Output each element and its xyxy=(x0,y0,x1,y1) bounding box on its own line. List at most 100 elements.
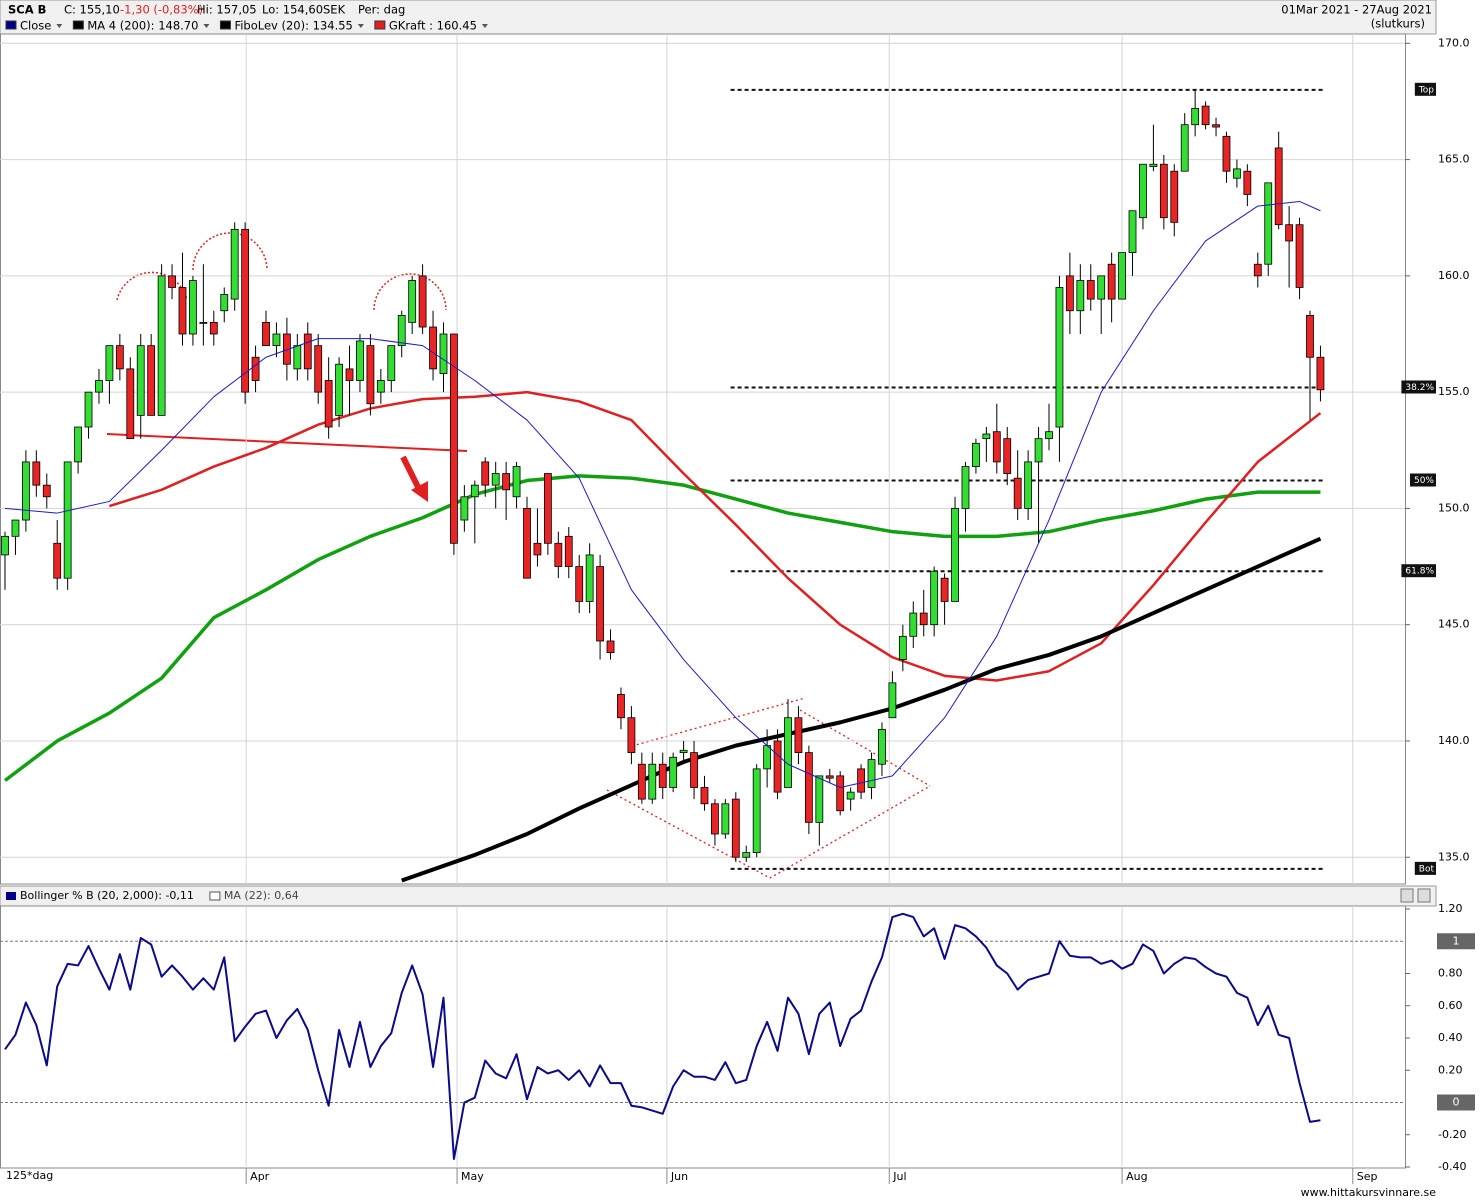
low: Lo: 154,60 xyxy=(262,3,323,17)
x-tick-label: Apr xyxy=(250,1170,270,1183)
candle-body xyxy=(606,640,615,654)
candle-body xyxy=(940,577,949,602)
candle-body xyxy=(919,612,928,626)
candle-body xyxy=(178,287,187,335)
candle-body xyxy=(731,798,740,858)
candle-body xyxy=(690,752,698,788)
legend-swatch xyxy=(6,892,16,900)
candle-body xyxy=(627,717,636,754)
candle-body xyxy=(460,496,469,521)
candle-body xyxy=(366,345,375,405)
y-tick-label: 150.0 xyxy=(1438,501,1470,514)
legend-label: GKraft : 160.45 xyxy=(389,19,477,33)
candle-body xyxy=(439,333,448,374)
legend-swatch xyxy=(72,20,84,30)
fibo-tag: 38.2% xyxy=(1401,380,1436,394)
candle-body xyxy=(209,321,218,335)
candle-body xyxy=(794,717,803,754)
candle-body xyxy=(888,682,897,719)
bollinger-b-line xyxy=(4,912,1321,1160)
candle-body xyxy=(303,333,312,370)
candle-body xyxy=(1034,438,1043,463)
fibo-label: 61.8% xyxy=(1405,567,1434,577)
legend-label: FiboLev (20): 134.55 xyxy=(234,19,352,33)
candle-body xyxy=(470,484,479,498)
arc xyxy=(192,232,268,271)
candle-body xyxy=(711,803,719,835)
y-tick-label: 145.0 xyxy=(1438,618,1470,631)
symbol: SCA B xyxy=(8,3,46,17)
candle-body xyxy=(1139,163,1147,219)
candle-body xyxy=(1024,461,1033,509)
close: C: 155,10 xyxy=(64,3,120,17)
reference-label: 0 xyxy=(1453,1096,1460,1109)
candle-body xyxy=(972,442,980,467)
candle-body xyxy=(617,694,625,719)
moving-average xyxy=(401,536,1322,883)
candle-body xyxy=(637,763,646,800)
candle-body xyxy=(408,280,417,323)
close-icon[interactable] xyxy=(1417,888,1431,903)
candle-body xyxy=(502,473,511,491)
candle-body xyxy=(648,763,657,800)
legend-swatch xyxy=(5,20,17,30)
candle-body xyxy=(11,519,20,537)
y-tick-label: 140.0 xyxy=(1438,734,1470,747)
fibo-tag: Top xyxy=(1414,82,1436,96)
candle-body xyxy=(1201,105,1210,126)
candle-body xyxy=(189,280,197,335)
y-tick-label: 0.80 xyxy=(1438,967,1463,980)
candle-body xyxy=(481,461,490,486)
candle-body xyxy=(345,368,354,381)
candle-body xyxy=(32,461,41,486)
annotations xyxy=(106,232,931,879)
candle-body xyxy=(909,612,918,637)
fibo-tag: 61.8% xyxy=(1401,564,1436,578)
candle-body xyxy=(230,228,239,300)
candle-body xyxy=(982,433,991,440)
fibo-tag: 50% xyxy=(1409,473,1436,487)
candle-body xyxy=(658,763,667,788)
candle-body xyxy=(721,803,730,835)
y-tick-label: 155.0 xyxy=(1438,385,1470,398)
candle-body xyxy=(251,356,260,381)
candle-body xyxy=(241,228,250,393)
candle-body xyxy=(543,473,552,544)
candle-body xyxy=(1013,477,1022,509)
candle-body xyxy=(147,345,156,416)
wedge xyxy=(606,697,931,879)
candle-body xyxy=(898,635,907,660)
candle-body xyxy=(836,775,845,812)
candle-body xyxy=(293,345,302,370)
candle-body xyxy=(1212,124,1220,128)
candle-body xyxy=(314,345,323,393)
candle-body xyxy=(199,321,208,324)
legend: Close MA 4 (200): 148.70 FiboLev (20): 134… xyxy=(5,19,488,33)
candle-body xyxy=(763,745,772,770)
candle-body xyxy=(512,466,521,498)
legend-dropdown xyxy=(481,24,488,28)
legend-dropdown xyxy=(357,24,364,28)
settings-icon[interactable] xyxy=(1400,888,1414,903)
moving-average xyxy=(3,474,1321,782)
candle-body xyxy=(136,345,145,416)
legend-dropdown xyxy=(203,24,210,28)
reference-tag xyxy=(1437,1094,1475,1111)
candle-body xyxy=(1170,170,1179,223)
x-tick-label: Jul xyxy=(892,1170,906,1183)
y-tick-label: 0.60 xyxy=(1438,999,1463,1012)
candle-body xyxy=(961,466,970,509)
candle-body xyxy=(63,461,72,579)
candle-body xyxy=(1316,356,1325,391)
band-midline xyxy=(4,200,1321,788)
date-range: 01Mar 2021 - 27Aug 2021 xyxy=(1281,3,1432,17)
x-tick-label: Aug xyxy=(1126,1170,1147,1183)
candle-body xyxy=(418,275,427,328)
candle-body xyxy=(168,275,176,288)
trendline xyxy=(106,433,468,452)
legend-swatch xyxy=(374,20,386,30)
fibo-tag-box xyxy=(1401,564,1436,578)
candle-body xyxy=(804,752,813,823)
candle-body xyxy=(1086,280,1095,300)
candle-body xyxy=(846,791,855,800)
